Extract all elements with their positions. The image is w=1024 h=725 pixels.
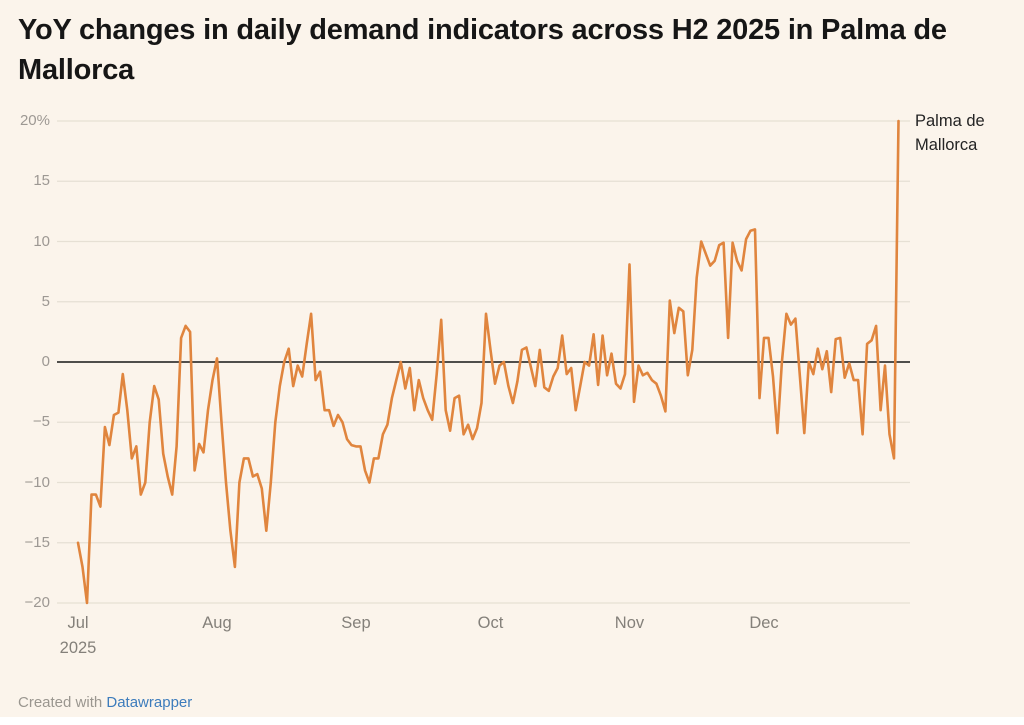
y-tick-label: 5 [41,292,50,310]
bottom-strip [0,717,1024,725]
x-tick-label: Nov [614,614,645,632]
x-tick-label: Oct [477,614,504,632]
y-tick-label: 20% [19,112,50,129]
footer-credit-prefix: Created with [18,694,107,711]
series-label: Palma de Mallorca [915,112,985,154]
x-tick-label: Dec [749,614,779,632]
y-tick-label: 0 [41,353,50,370]
chart-title: YoY changes in daily demand indicators a… [18,14,947,86]
x-tick-sublabel: 2025 [59,639,97,657]
footer-credit: Created with Datawrapper [18,694,192,711]
datawrapper-link[interactable]: Datawrapper [106,694,193,711]
y-tick-label: −5 [32,413,50,431]
y-tick-label: −20 [24,594,50,611]
x-tick-label: Jul [67,614,89,632]
y-tick-label: −10 [24,473,50,491]
x-tick-label: Sep [341,614,371,632]
data-line [76,119,900,605]
x-tick-label: Aug [202,614,232,632]
y-tick-label: −15 [24,533,50,551]
y-tick-label: 15 [33,172,50,190]
y-tick-label: 10 [33,232,50,250]
